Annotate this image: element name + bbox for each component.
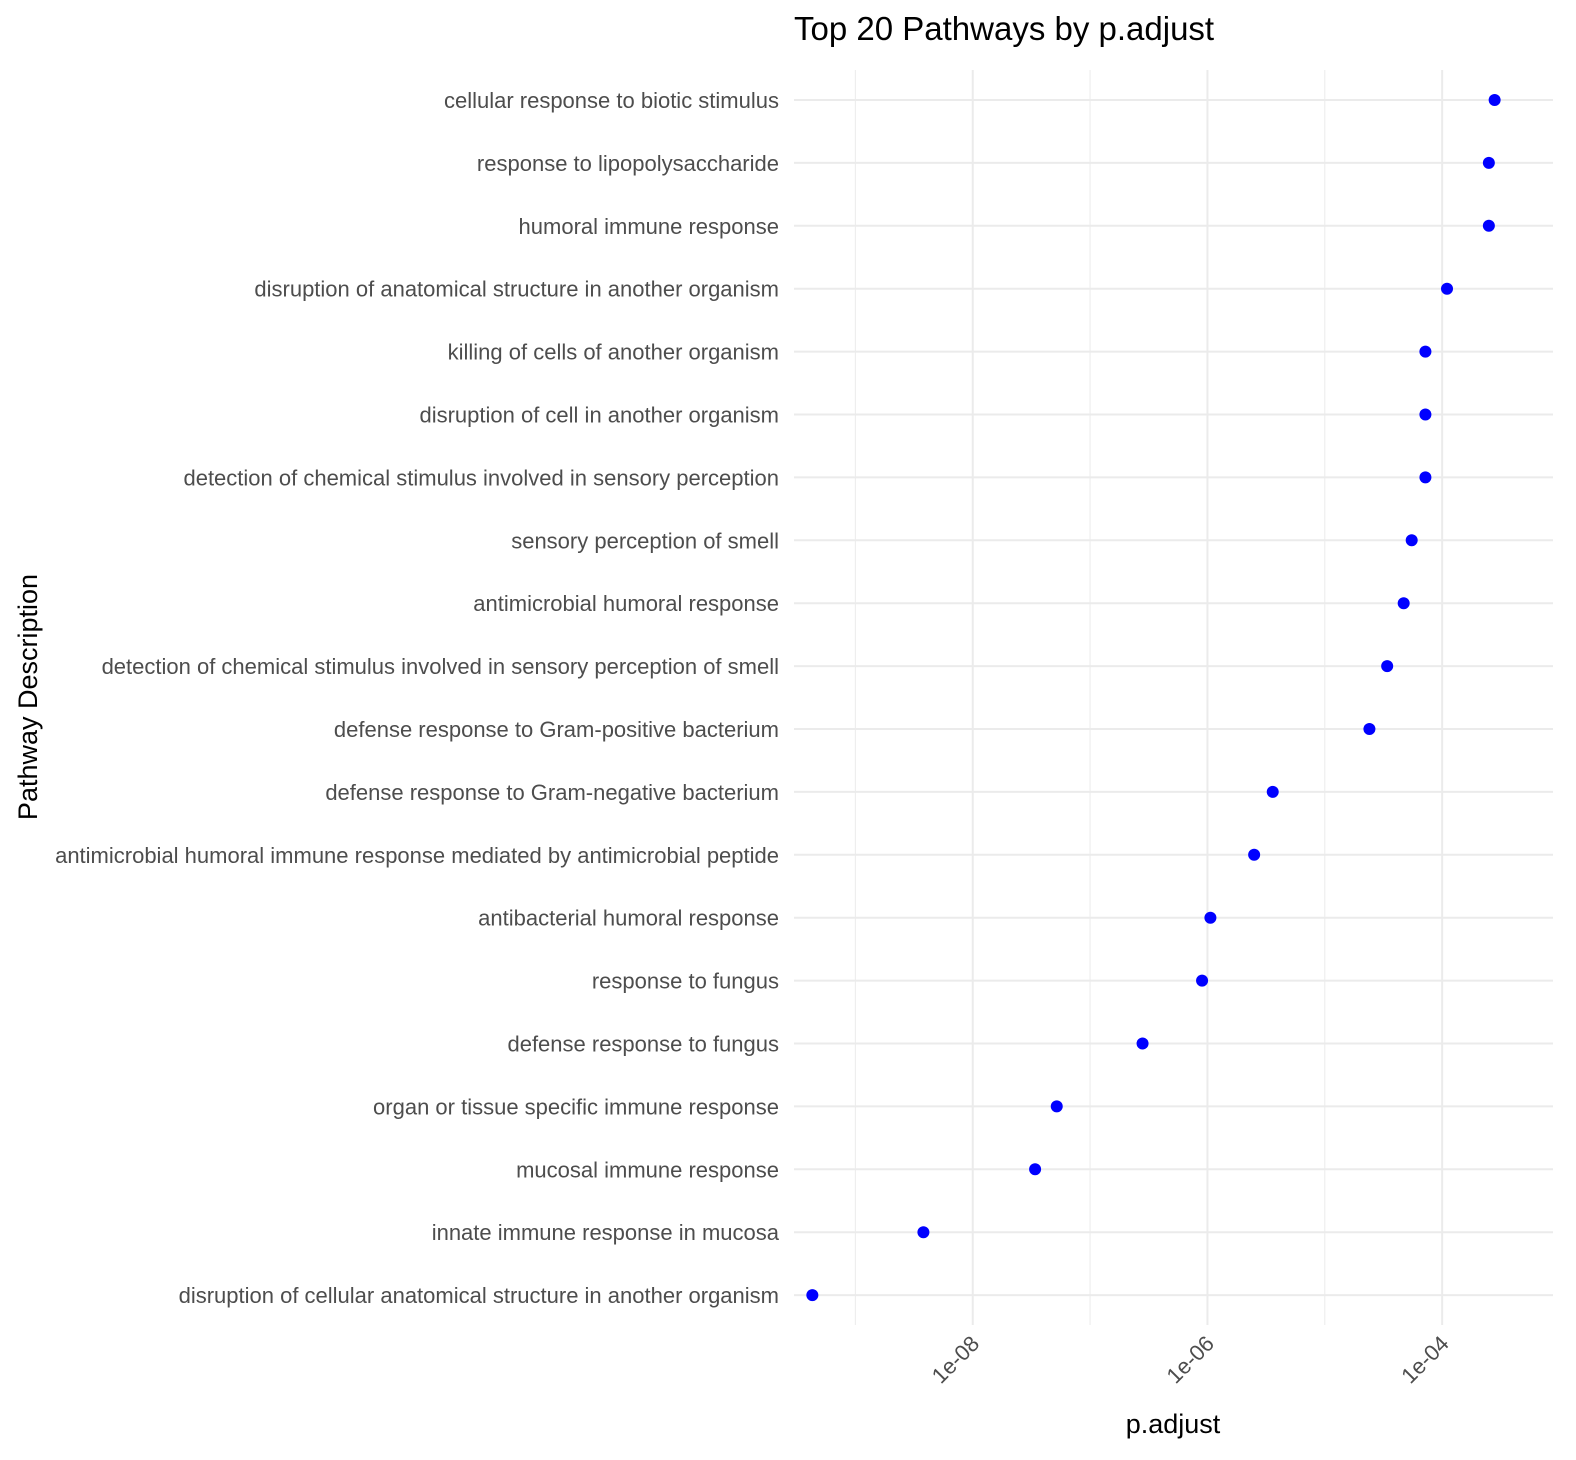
- data-point: [917, 1226, 930, 1239]
- data-point: [1266, 785, 1279, 798]
- y-tick-label: antibacterial humoral response: [478, 906, 779, 931]
- y-tick-label: defense response to fungus: [507, 1032, 779, 1057]
- data-point: [1381, 660, 1394, 673]
- y-tick-label: disruption of cellular anatomical struct…: [179, 1283, 779, 1308]
- data-point: [1029, 1163, 1042, 1176]
- y-tick-label: defense response to Gram-negative bacter…: [325, 780, 779, 805]
- data-point: [1419, 345, 1432, 358]
- data-point: [1204, 911, 1217, 924]
- y-tick-label: detection of chemical stimulus involved …: [183, 465, 779, 490]
- data-point: [1196, 974, 1209, 987]
- x-tick-label: 1e-06: [1162, 1331, 1219, 1388]
- y-axis-title: Pathway Description: [13, 574, 43, 820]
- x-tick-label: 1e-04: [1396, 1331, 1453, 1388]
- data-point: [1419, 471, 1432, 484]
- data-point: [1136, 1037, 1149, 1050]
- x-axis-title: p.adjust: [1126, 1409, 1221, 1439]
- grid: [794, 70, 1553, 1325]
- y-tick-label: response to fungus: [592, 969, 779, 994]
- y-tick-label: humoral immune response: [519, 214, 779, 239]
- data-point: [1488, 94, 1501, 106]
- y-tick-label: antimicrobial humoral immune response me…: [55, 843, 779, 868]
- y-tick-label: disruption of anatomical structure in an…: [254, 277, 779, 302]
- data-point: [1405, 534, 1418, 547]
- data-point: [1397, 597, 1410, 610]
- y-tick-label: innate immune response in mucosa: [432, 1220, 780, 1245]
- data-point: [1482, 219, 1495, 232]
- y-tick-labels: cellular response to biotic stimulus resp…: [55, 88, 780, 1308]
- y-tick-label: killing of cells of another organism: [448, 340, 779, 365]
- data-point: [1482, 156, 1495, 169]
- y-tick-label: detection of chemical stimulus involved …: [102, 654, 779, 679]
- y-tick-label: organ or tissue specific immune response: [373, 1094, 779, 1119]
- y-tick-label: disruption of cell in another organism: [419, 403, 779, 428]
- y-tick-label: defense response to Gram-positive bacter…: [334, 717, 779, 742]
- y-tick-label: response to lipopolysaccharide: [477, 151, 779, 176]
- y-tick-label: sensory perception of smell: [511, 528, 779, 553]
- y-tick-label: mucosal immune response: [516, 1157, 779, 1182]
- data-point: [806, 1289, 819, 1302]
- data-points: [806, 94, 1501, 1302]
- data-point: [1419, 408, 1432, 421]
- data-point: [1248, 848, 1261, 861]
- data-point: [1441, 282, 1454, 295]
- y-tick-label: antimicrobial humoral response: [473, 591, 779, 616]
- data-point: [1050, 1100, 1063, 1113]
- chart-title: Top 20 Pathways by p.adjust: [794, 10, 1214, 47]
- x-tick-labels: 1e-08 1e-06 1e-04: [927, 1331, 1454, 1388]
- x-tick-label: 1e-08: [927, 1331, 984, 1388]
- data-point: [1363, 723, 1376, 735]
- y-tick-label: cellular response to biotic stimulus: [444, 88, 779, 113]
